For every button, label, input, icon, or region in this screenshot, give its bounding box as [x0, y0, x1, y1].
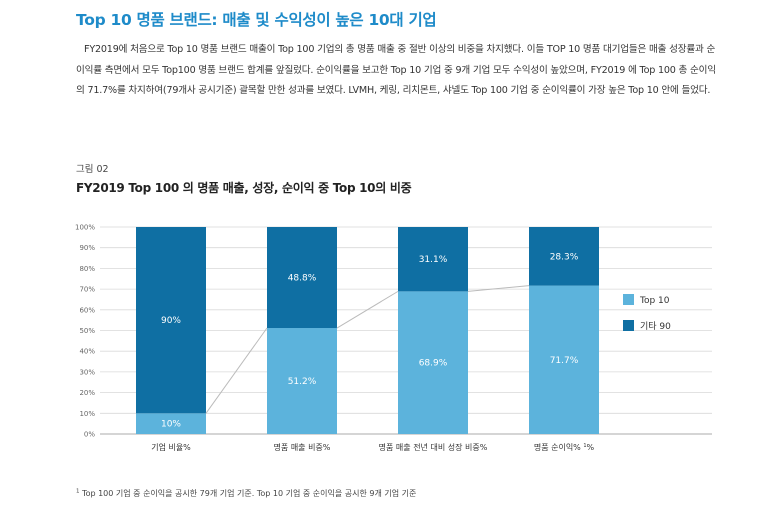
data-label-top10: 51.2% [288, 377, 317, 387]
x-category-label: 기업 비율% [151, 443, 191, 452]
x-category-label: 명품 순이익% 1% [534, 442, 595, 452]
y-tick-label: 30% [79, 368, 95, 376]
y-tick-label: 10% [79, 410, 95, 418]
legend-label: Top 10 [639, 296, 670, 306]
data-label-others: 31.1% [419, 255, 448, 265]
bar-others [267, 227, 337, 329]
y-tick-label: 60% [79, 306, 95, 314]
footnote: 1 Top 100 기업 중 순이익을 공시한 79개 기업 기준. Top 1… [76, 488, 416, 499]
connector-line [336, 290, 399, 329]
y-tick-label: 70% [79, 286, 95, 294]
bar-others [529, 227, 599, 286]
figure-label: 그림 02 [76, 164, 109, 175]
stacked-bar-chart: 0% 10% 20% 30% 40% 50% 60% 70% 80% 90% 100% 10% 90%… [75, 224, 712, 452]
x-category-label: 명품 매출 비중% [274, 442, 331, 452]
figure-title: FY2019 Top 100 의 명품 매출, 성장, 순이익 중 Top 10… [76, 181, 412, 195]
body-paragraph: FY2019에 처음으로 Top 10 명품 브랜드 매출이 Top 100 기… [76, 44, 716, 96]
data-label-top10: 71.7% [550, 356, 579, 366]
y-tick-label: 0% [84, 431, 95, 439]
data-label-others: 48.8% [288, 274, 317, 284]
y-tick-label: 100% [75, 224, 95, 232]
data-label-top10: 10% [161, 420, 181, 430]
y-tick-label: 80% [79, 265, 95, 273]
y-tick-label: 50% [79, 327, 95, 335]
legend-label: 기타 90 [640, 321, 671, 332]
connector-line [205, 327, 268, 414]
legend-swatch [623, 320, 634, 331]
data-label-top10: 68.9% [419, 359, 448, 369]
y-tick-label: 20% [79, 389, 95, 397]
bar-others [136, 227, 206, 414]
data-label-others: 28.3% [550, 252, 579, 262]
x-category-label: 명품 매출 전년 대비 성장 비중% [379, 442, 488, 452]
y-tick-label: 40% [79, 348, 95, 356]
data-label-others: 90% [161, 316, 181, 326]
bar-others [398, 227, 468, 292]
legend-swatch [623, 294, 634, 305]
footnote-text: Top 100 기업 중 순이익을 공시한 79개 기업 기준. Top 10 … [82, 489, 417, 498]
section-heading: Top 10 명품 브랜드: 매출 및 수익성이 높은 10대 기업 [76, 11, 437, 29]
y-tick-label: 90% [79, 244, 95, 252]
bar-top10 [136, 413, 206, 434]
footnote-marker: 1 [76, 488, 80, 495]
bar-top10 [529, 285, 599, 434]
connector-line [467, 285, 530, 292]
bar-top10 [267, 328, 337, 434]
bar-top10 [398, 291, 468, 434]
